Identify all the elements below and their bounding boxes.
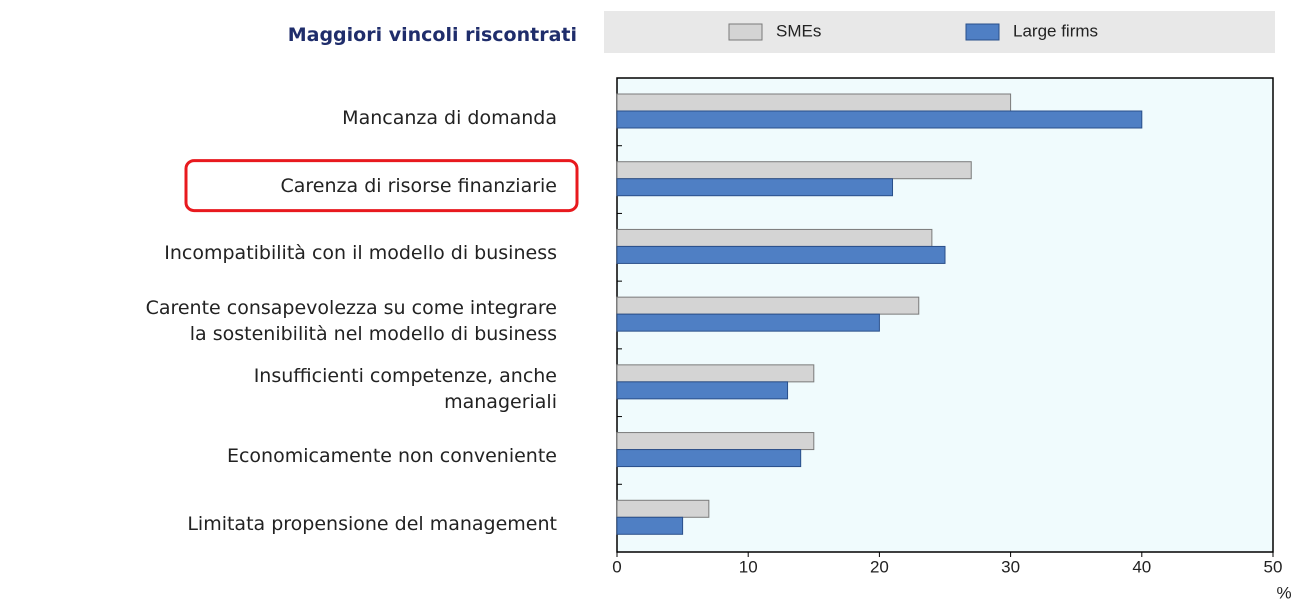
x-tick-label: 40 (1132, 557, 1151, 576)
bar (616, 296, 920, 315)
x-tick-label: 10 (739, 557, 758, 576)
legend-swatch (965, 23, 1000, 41)
x-tick-label: 30 (1001, 557, 1020, 576)
bar (616, 178, 894, 197)
category-label: Carenza di risorse finanziarie (280, 174, 558, 197)
legend-swatch (728, 23, 763, 41)
bar (616, 449, 802, 468)
category-label: Incompatibilità con il modello di busine… (164, 242, 557, 265)
legend-bg (604, 11, 1275, 53)
bar (616, 432, 815, 451)
bar (616, 110, 1143, 129)
chart-title: Maggiori vincoli riscontrati (287, 24, 577, 46)
category-label: Economicamente non conveniente (226, 445, 557, 468)
legend-label: SMEs (776, 21, 821, 40)
category-label: Carente consapevolezza su come integrare… (145, 297, 557, 345)
highlight-box (184, 159, 579, 213)
bar (616, 516, 684, 535)
bar (616, 364, 815, 383)
bar (616, 381, 789, 400)
x-tick-label: 50 (1264, 557, 1283, 576)
legend-label: Large firms (1013, 21, 1098, 40)
category-label: Insufficienti competenze, anche manageri… (253, 364, 557, 413)
bar (616, 499, 710, 518)
x-tick-label: 0 (612, 557, 621, 576)
bar (616, 313, 880, 332)
category-label: Limitata propensione del management (187, 513, 557, 536)
x-axis-label: % (1276, 583, 1291, 602)
category-label: Mancanza di domanda (342, 106, 557, 129)
bar (616, 161, 972, 180)
bar (616, 93, 1012, 112)
bar (616, 228, 933, 247)
x-tick-label: 20 (870, 557, 889, 576)
bar (616, 245, 946, 264)
